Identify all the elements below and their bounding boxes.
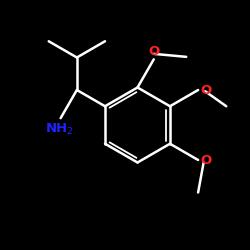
Text: NH$_2$: NH$_2$ [45,122,74,137]
Text: O: O [148,45,160,58]
Text: O: O [200,84,211,96]
Text: O: O [200,154,211,166]
